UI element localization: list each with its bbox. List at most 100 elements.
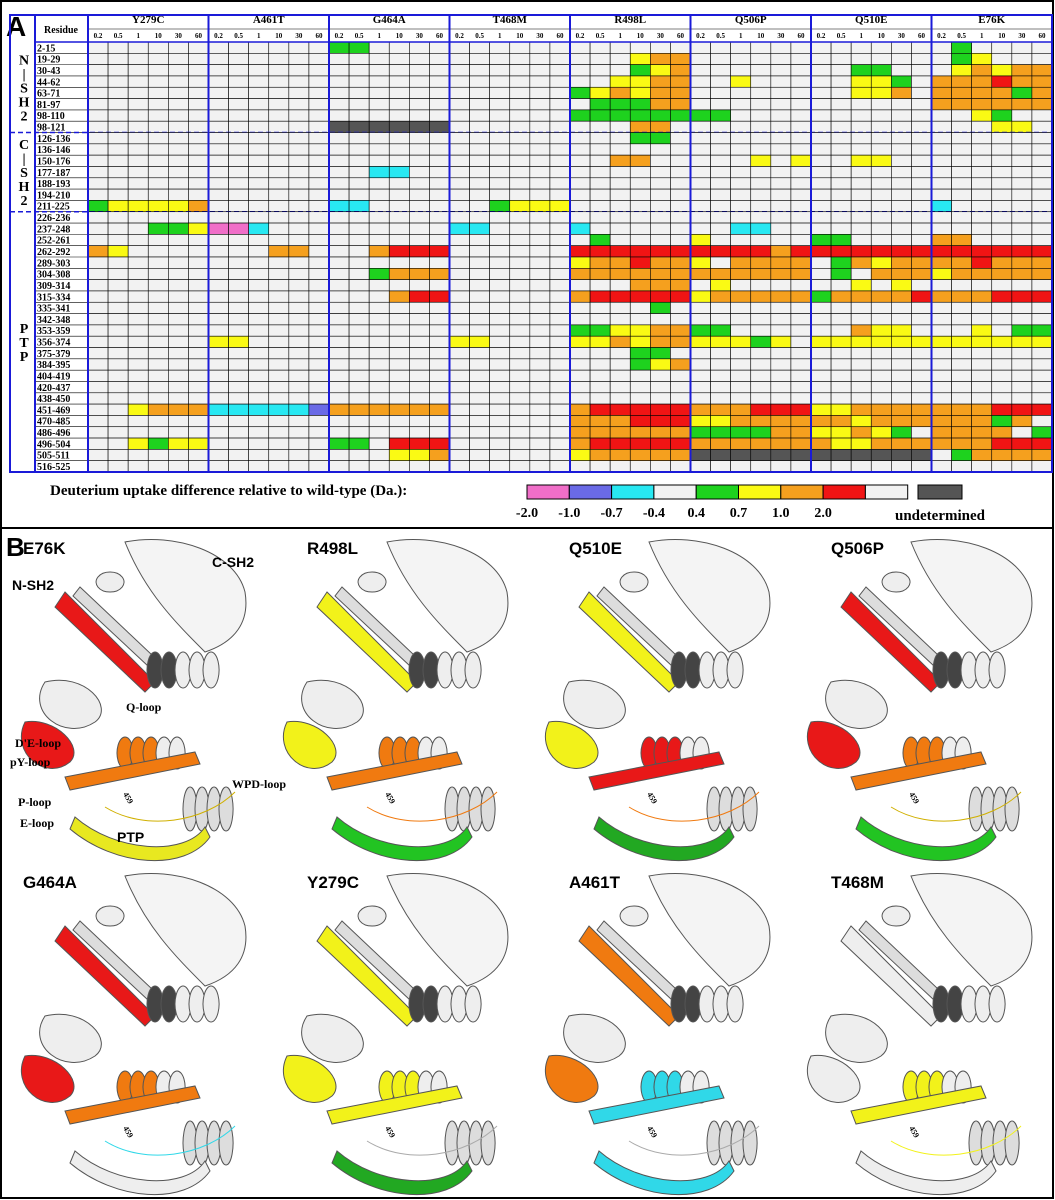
heat-cell (309, 110, 329, 121)
structure-annotation: pY-loop (10, 755, 51, 769)
heat-cell (168, 99, 188, 110)
cartoon-part (317, 926, 417, 1026)
heat-cell (691, 449, 711, 460)
heat-cell (751, 359, 771, 370)
group-letter: 2 (21, 194, 28, 209)
heat-cell (972, 438, 992, 449)
heat-cell (691, 381, 711, 392)
heat-cell (610, 359, 630, 370)
heat-cell (530, 189, 550, 200)
group-letter: H (19, 95, 30, 110)
heat-cell (369, 200, 389, 211)
heat-cell (630, 178, 650, 189)
heat-cell (731, 415, 751, 426)
residue-label: 252-261 (37, 236, 70, 247)
heat-cell (1032, 223, 1052, 234)
heat-cell (570, 166, 590, 177)
heat-cell (148, 280, 168, 291)
structure-name: E76K (23, 539, 66, 558)
heat-cell (791, 381, 811, 392)
heat-cell (711, 87, 731, 98)
heat-cell (1012, 65, 1032, 76)
heat-cell (510, 449, 530, 460)
heat-cell (369, 449, 389, 460)
heat-cell (911, 404, 931, 415)
heat-cell (670, 189, 690, 200)
heat-cell (771, 415, 791, 426)
structure-name: Q506P (831, 539, 884, 558)
heat-cell (108, 87, 128, 98)
heat-cell (871, 144, 891, 155)
heat-cell (309, 336, 329, 347)
heat-cell (450, 65, 470, 76)
heat-cell (1012, 110, 1032, 121)
heat-cell (88, 461, 108, 472)
heat-cell (791, 212, 811, 223)
heat-cell (128, 257, 148, 268)
heat-cell (570, 133, 590, 144)
heat-cell (88, 325, 108, 336)
heat-cell (329, 200, 349, 211)
heat-cell (1032, 336, 1052, 347)
heat-cell (650, 438, 670, 449)
residue-label: 30-43 (37, 66, 60, 77)
heat-cell (911, 65, 931, 76)
heat-cell (188, 325, 208, 336)
heat-cell (249, 438, 269, 449)
heat-cell (128, 212, 148, 223)
heat-cell (871, 155, 891, 166)
heat-cell (269, 87, 289, 98)
heat-cell (831, 133, 851, 144)
heat-cell (389, 314, 409, 325)
heat-cell (389, 223, 409, 234)
heat-cell (369, 212, 389, 223)
heat-cell (691, 438, 711, 449)
heat-cell (630, 200, 650, 211)
heat-cell (229, 189, 249, 200)
heat-cell (510, 110, 530, 121)
cartoon-part (545, 721, 598, 768)
heat-cell (851, 53, 871, 64)
heat-cell (771, 427, 791, 438)
heat-cell (289, 314, 309, 325)
heat-cell (450, 223, 470, 234)
heat-cell (590, 314, 610, 325)
heat-cell (851, 178, 871, 189)
heat-cell (309, 212, 329, 223)
heat-cell (168, 404, 188, 415)
heat-cell (249, 87, 269, 98)
heat-cell (811, 359, 831, 370)
heat-cell (128, 314, 148, 325)
heat-cell (751, 449, 771, 460)
heat-cell (148, 166, 168, 177)
heat-cell (831, 166, 851, 177)
heat-cell (329, 348, 349, 359)
heat-cell (389, 121, 409, 132)
heat-cell (771, 178, 791, 189)
heat-cell (148, 370, 168, 381)
heat-cell (932, 200, 952, 211)
heat-cell (188, 178, 208, 189)
heat-cell (470, 438, 490, 449)
heat-cell (911, 189, 931, 200)
heat-cell (409, 110, 429, 121)
heat-cell (429, 166, 449, 177)
heat-cell (530, 99, 550, 110)
heat-cell (731, 280, 751, 291)
heat-cell (771, 166, 791, 177)
heat-cell (168, 42, 188, 53)
heat-cell (871, 212, 891, 223)
heat-cell (128, 189, 148, 200)
heat-cell (108, 121, 128, 132)
heat-cell (389, 302, 409, 313)
heat-cell (650, 246, 670, 257)
heat-cell (510, 393, 530, 404)
heat-cell (530, 461, 550, 472)
cartoon-part (545, 1055, 598, 1102)
heat-cell (229, 461, 249, 472)
heat-cell (670, 223, 690, 234)
heat-cell (309, 121, 329, 132)
heat-cell (550, 65, 570, 76)
heat-cell (992, 144, 1012, 155)
heat-cell (168, 268, 188, 279)
